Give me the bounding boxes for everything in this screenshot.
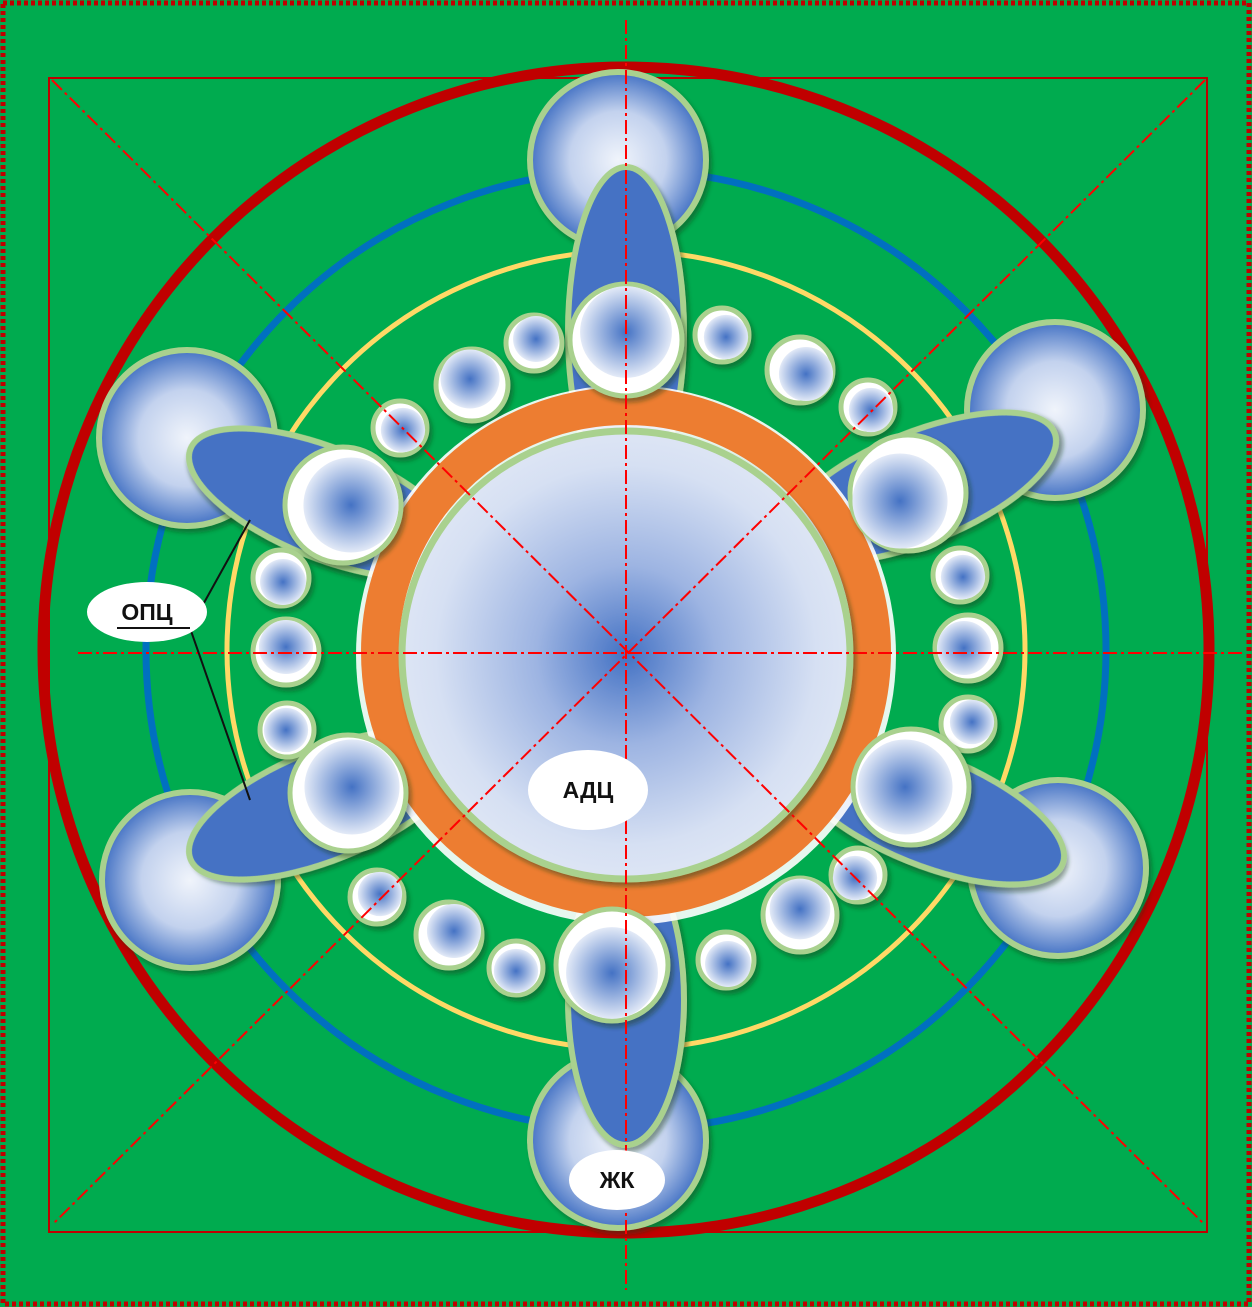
mid-bubble-core bbox=[566, 927, 658, 1019]
axis-lines bbox=[51, 20, 1245, 1290]
zhk-label-bubble bbox=[569, 1150, 665, 1210]
adc-callout: АДЦ bbox=[528, 750, 648, 830]
small-bubble bbox=[930, 545, 990, 605]
small-bubble-core bbox=[440, 349, 500, 409]
small-bubble bbox=[764, 334, 836, 406]
small-bubble bbox=[250, 547, 312, 609]
small-bubble-core bbox=[380, 407, 426, 453]
small-bubble-core bbox=[769, 878, 831, 940]
small-bubble-core bbox=[513, 316, 559, 362]
small-bubble-core bbox=[705, 941, 751, 987]
small-bubble-core bbox=[493, 948, 539, 994]
opc-callout: ОПЦ bbox=[87, 519, 251, 801]
mid-bubble bbox=[850, 726, 972, 848]
small-bubble-core bbox=[258, 619, 314, 675]
mid-bubble-core bbox=[852, 453, 948, 549]
small-bubble-core bbox=[357, 871, 403, 917]
mid-bubble-core bbox=[304, 739, 400, 835]
mid-bubble bbox=[553, 906, 671, 1024]
small-bubble-core bbox=[426, 903, 482, 959]
small-bubble-core bbox=[949, 699, 995, 745]
small-bubble bbox=[347, 867, 407, 927]
small-bubble bbox=[692, 305, 752, 365]
small-bubble bbox=[433, 346, 511, 424]
small-bubble bbox=[695, 929, 757, 991]
small-bubble bbox=[838, 377, 898, 437]
small-bubble bbox=[503, 312, 565, 374]
adc-label-bubble bbox=[528, 750, 648, 830]
small-bubble bbox=[370, 398, 430, 458]
small-bubble bbox=[938, 694, 998, 754]
small-bubble-core bbox=[936, 620, 992, 676]
small-bubble-core bbox=[260, 559, 306, 605]
zhk-label: ЖК bbox=[599, 1167, 636, 1193]
small-bubble bbox=[486, 938, 546, 998]
diagonal-axis-2 bbox=[51, 79, 1206, 1226]
mid-bubble-core bbox=[303, 457, 399, 553]
small-bubble-core bbox=[848, 387, 894, 433]
zhk-callout: ЖК bbox=[569, 1150, 665, 1210]
small-bubble-core bbox=[703, 314, 749, 360]
mid-bubble bbox=[287, 732, 409, 854]
small-bubbles bbox=[250, 305, 1004, 998]
mid-bubble bbox=[847, 432, 969, 554]
adc-label: АДЦ bbox=[563, 777, 614, 803]
mid-bubbles bbox=[282, 281, 972, 1024]
small-bubble-core bbox=[778, 346, 834, 402]
small-bubble bbox=[413, 899, 485, 971]
mid-bubble bbox=[282, 444, 404, 566]
small-bubble bbox=[760, 875, 840, 955]
small-bubble bbox=[828, 845, 888, 905]
small-bubble-core bbox=[263, 707, 309, 753]
opc-leader-2 bbox=[189, 627, 251, 801]
opc-label: ОПЦ bbox=[121, 599, 172, 625]
small-bubble bbox=[932, 612, 1004, 684]
mid-bubble-core bbox=[857, 739, 953, 835]
small-bubble-core bbox=[940, 554, 986, 600]
small-bubble bbox=[257, 700, 317, 760]
